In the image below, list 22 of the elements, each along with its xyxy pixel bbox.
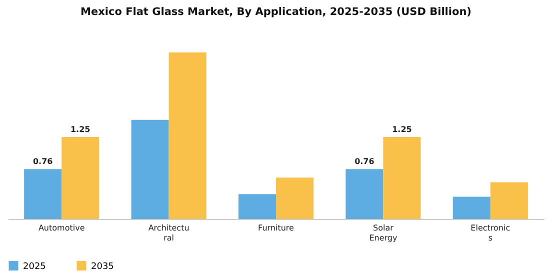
bar — [62, 136, 100, 219]
bar — [490, 182, 528, 219]
bar — [238, 194, 276, 219]
bar — [131, 120, 169, 219]
x-tick-label: Solar Energy — [369, 224, 398, 242]
data-label: 1.25 — [392, 124, 412, 134]
bar — [383, 136, 421, 219]
bar — [168, 52, 206, 219]
bar — [276, 178, 314, 219]
x-tick-label: Architectural — [148, 224, 190, 242]
x-tick-label: Furniture — [258, 224, 294, 232]
chart-title: Mexico Flat Glass Market, By Application, 2025-2035 (USD Billion) — [80, 6, 472, 18]
data-label: 0.76 — [32, 157, 54, 166]
data-label: 0.76 — [354, 157, 375, 166]
bar — [24, 169, 62, 219]
legend-label: 2025 — [23, 262, 46, 272]
x-tick-label: Automotive — [38, 224, 85, 232]
bar — [452, 196, 490, 219]
x-tick-label: Electronics — [470, 224, 510, 242]
data-label: 1.25 — [70, 124, 91, 134]
legend-label: 2035 — [91, 262, 114, 272]
bar — [346, 169, 384, 219]
